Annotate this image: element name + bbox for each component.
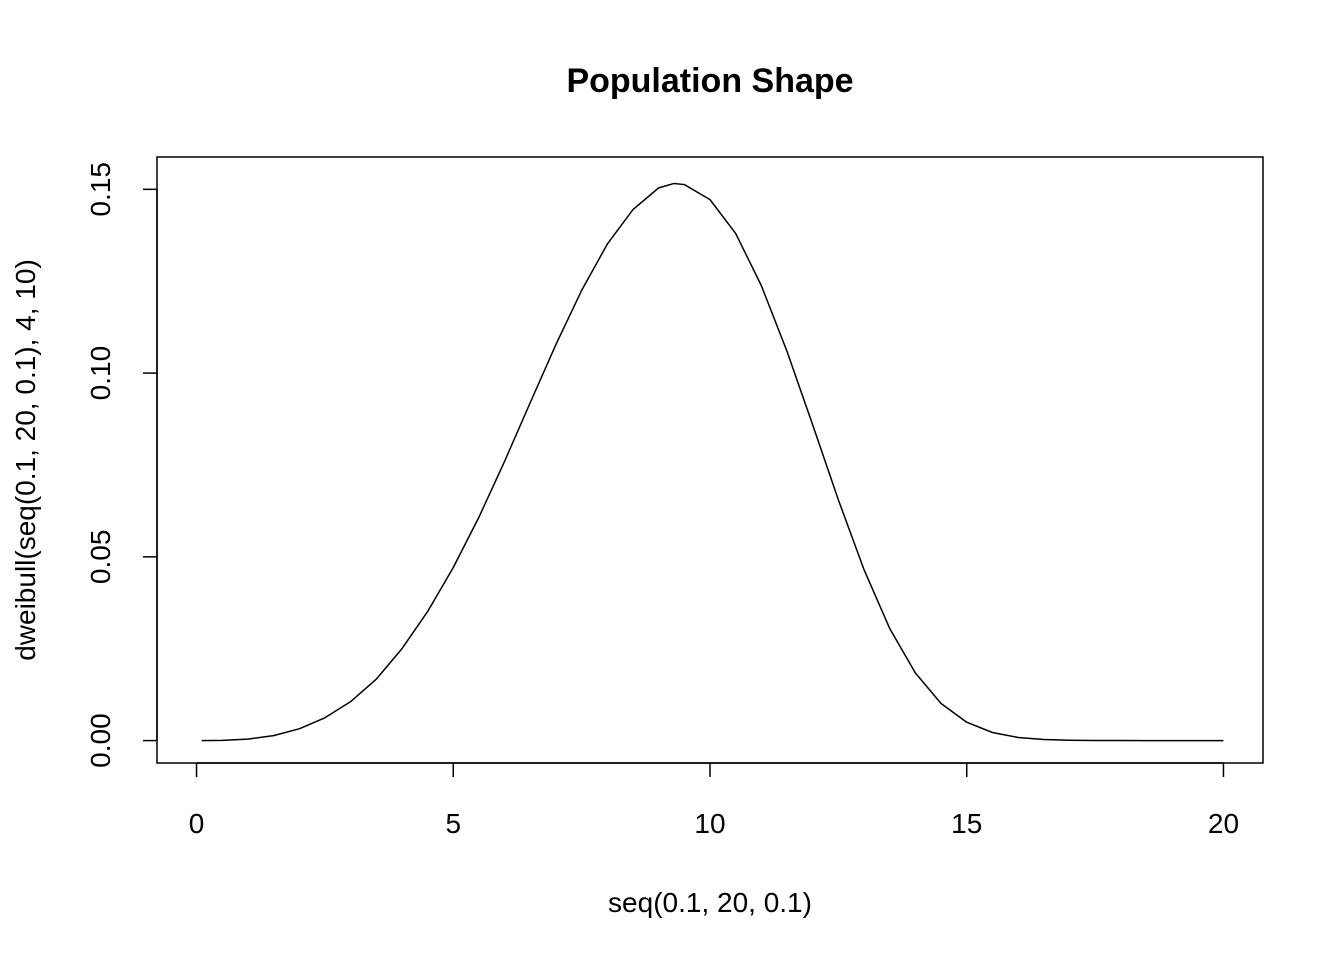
plot-frame (156, 156, 1264, 764)
x-tick-label: 10 (694, 808, 725, 839)
y-tick-label: 0.05 (85, 530, 116, 585)
series-line (201, 182, 1224, 742)
x-axis: 0 5 10 15 20 (189, 762, 1239, 839)
x-tick-label: 0 (189, 808, 205, 839)
y-tick-label: 0.10 (85, 346, 116, 401)
y-axis: 0.00 0.05 0.10 0.15 (85, 162, 158, 768)
x-axis-label: seq(0.1, 20, 0.1) (608, 887, 812, 918)
y-axis-label: dweibull(seq(0.1, 20, 0.1), 4, 10) (10, 259, 41, 661)
y-tick-label: 0.15 (85, 162, 116, 217)
x-tick-label: 20 (1208, 808, 1239, 839)
y-tick-label: 0.00 (85, 713, 116, 768)
chart-title: Population Shape (566, 62, 853, 100)
series-layer (201, 182, 1224, 742)
x-tick-label: 5 (445, 808, 461, 839)
x-tick-label: 15 (951, 808, 982, 839)
